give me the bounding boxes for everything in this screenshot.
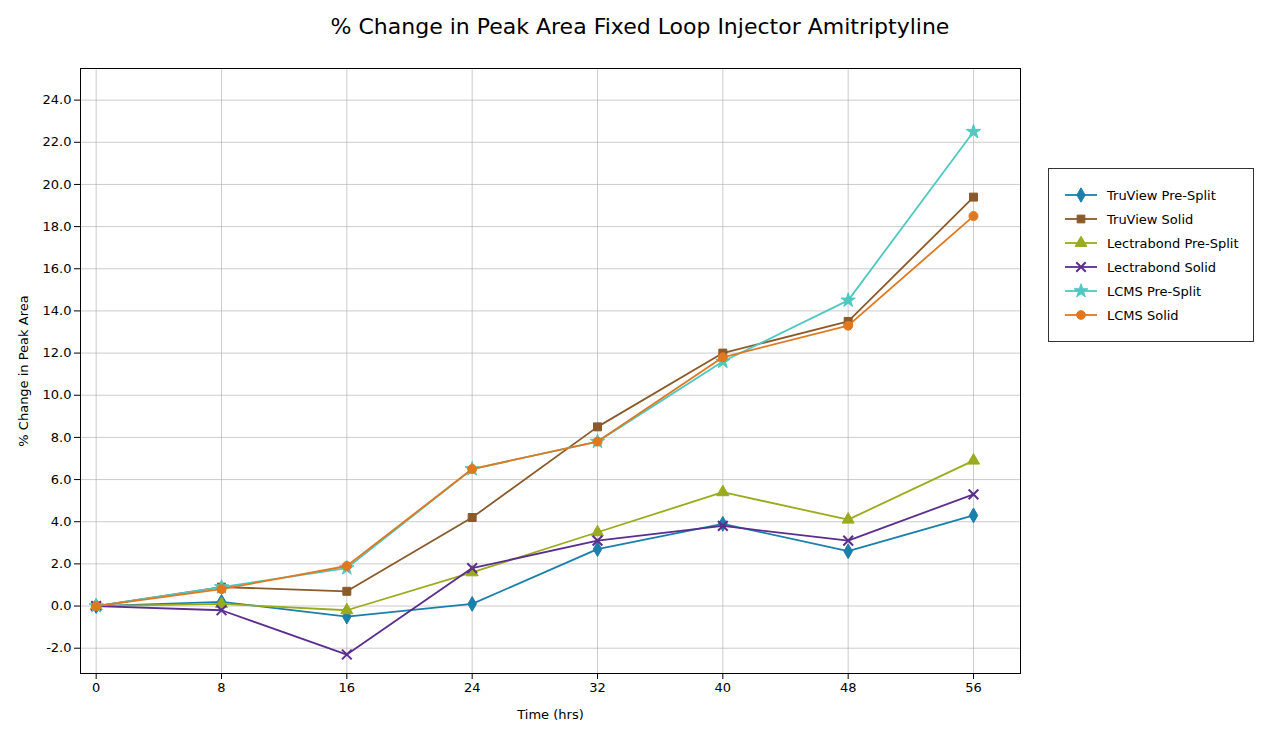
svg-text:12.0: 12.0 [43, 345, 72, 360]
svg-text:24.0: 24.0 [43, 92, 72, 107]
html-text:TruView Solid: TruView Solid [1107, 211, 1194, 227]
svg-text:% Change in Peak Area: % Change in Peak Area [16, 295, 31, 446]
svg-text:24: 24 [464, 680, 481, 695]
svg-text:8.0: 8.0 [51, 430, 72, 445]
svg-text:18.0: 18.0 [43, 219, 72, 234]
svg-text:8: 8 [217, 680, 225, 695]
svg-text:0: 0 [92, 680, 100, 695]
svg-text:56: 56 [965, 680, 982, 695]
svg-text:22.0: 22.0 [43, 134, 72, 149]
svg-text:0.0: 0.0 [51, 598, 72, 613]
svg-text:32: 32 [589, 680, 606, 695]
html-text:LCMS Pre-Split: LCMS Pre-Split [1107, 283, 1202, 299]
svg-text:6.0: 6.0 [51, 472, 72, 487]
html-text:Lectrabond Solid: Lectrabond Solid [1107, 259, 1217, 275]
svg-text:16.0: 16.0 [43, 261, 72, 276]
svg-text:-2.0: -2.0 [46, 640, 71, 655]
svg-text:48: 48 [840, 680, 857, 695]
html-text:TruView Pre-Split: TruView Pre-Split [1107, 187, 1216, 203]
svg-text:4.0: 4.0 [51, 514, 72, 529]
svg-text:14.0: 14.0 [43, 303, 72, 318]
svg-text:2.0: 2.0 [51, 556, 72, 571]
html-text:Lectrabond Pre-Split: Lectrabond Pre-Split [1107, 235, 1239, 251]
svg-text:16: 16 [339, 680, 356, 695]
svg-text:40: 40 [715, 680, 732, 695]
svg-text:Time (hrs): Time (hrs) [516, 707, 583, 722]
html-text:LCMS Solid: LCMS Solid [1107, 307, 1179, 323]
html-text:% Change in Peak Area Fixed Lo: % Change in Peak Area Fixed Loop Injecto… [330, 14, 950, 39]
svg-text:20.0: 20.0 [43, 177, 72, 192]
svg-text:10.0: 10.0 [43, 387, 72, 402]
